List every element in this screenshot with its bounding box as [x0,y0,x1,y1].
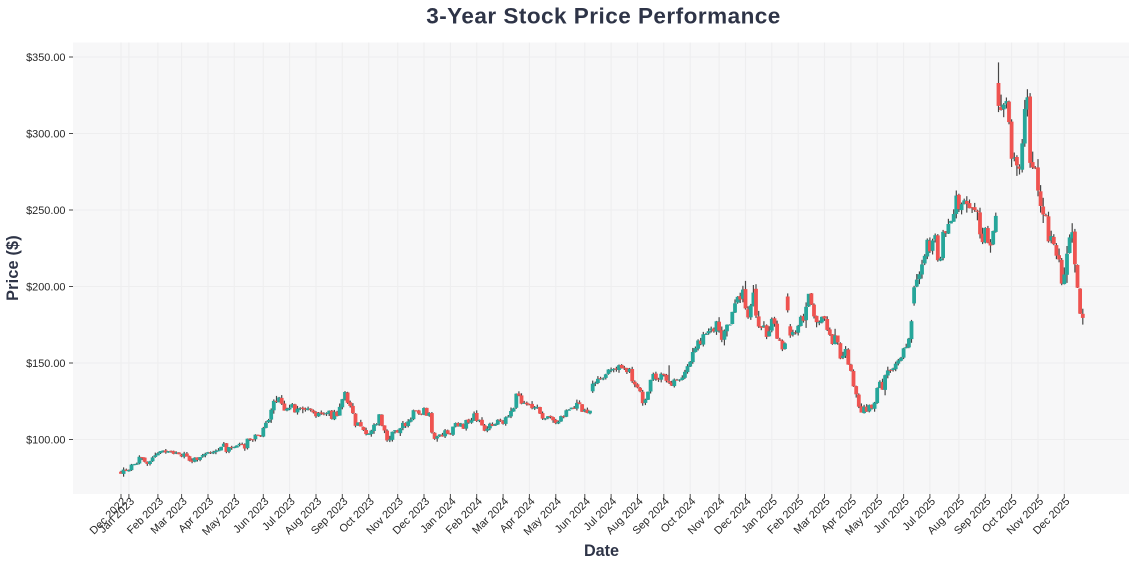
svg-text:Date: Date [584,542,619,560]
svg-text:$200.00: $200.00 [26,281,65,293]
svg-text:3-Year Stock Price Performance: 3-Year Stock Price Performance [426,3,781,28]
svg-text:$300.00: $300.00 [26,128,65,140]
svg-text:$350.00: $350.00 [26,52,65,64]
svg-text:Price ($): Price ($) [4,235,22,301]
svg-text:$250.00: $250.00 [26,205,65,217]
svg-text:$100.00: $100.00 [26,434,65,446]
svg-text:$150.00: $150.00 [26,358,65,370]
